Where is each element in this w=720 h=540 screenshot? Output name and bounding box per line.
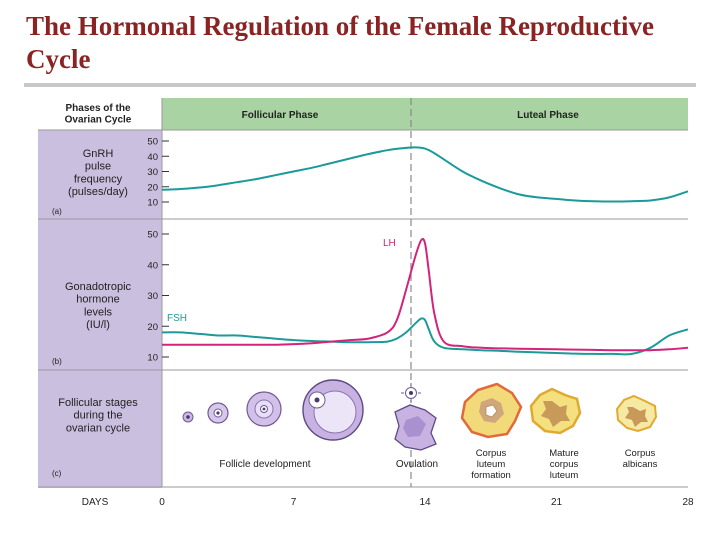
hormone-tick-label-50: 50 (147, 230, 158, 241)
hormone-tick-label-10: 10 (147, 353, 158, 364)
phase-header-band (162, 98, 688, 130)
mature-corpus-luteum-caption: Mature corpus luteum (549, 448, 579, 481)
panel-a-letter: (a) (52, 207, 62, 216)
corpus-luteum-formation-caption: Corpus luteum formation (471, 448, 511, 481)
header-label-cell (38, 98, 162, 130)
title-divider (24, 83, 696, 87)
luteal-phase-label: Luteal Phase (517, 110, 579, 121)
gnrh-tick-label-40: 40 (147, 152, 158, 163)
secondary-follicle-illustration (246, 391, 282, 427)
fsh-series-label: FSH (167, 313, 187, 324)
follicle-development-caption: Follicle development (219, 459, 310, 470)
panel-c-letter: (c) (52, 469, 62, 478)
gnrh-tick-label-20: 20 (147, 182, 158, 193)
hormone-tick-label-20: 20 (147, 322, 158, 333)
label-column-background (38, 98, 162, 488)
days-axis-label: DAYS (82, 497, 109, 508)
day-tick-label-7: 7 (291, 497, 297, 508)
lh-level-curve (162, 237, 689, 352)
day-tick-label-28: 28 (682, 497, 694, 508)
gnrh-tick-label-50: 50 (147, 137, 158, 148)
day-tick-label-0: 0 (159, 497, 165, 508)
hormone-y-axis-ticks: 50 40 30 20 10 (147, 230, 169, 364)
day-tick-label-14: 14 (419, 497, 431, 508)
hormone-tick-label-40: 40 (147, 260, 158, 271)
ovulation-illustration (394, 383, 437, 451)
mature-corpus-luteum-illustration (529, 387, 582, 435)
panel-b-letter: (b) (52, 357, 62, 366)
gnrh-tick-label-10: 10 (147, 198, 158, 209)
ovulation-caption: Ovulation (396, 459, 438, 470)
tertiary-follicle-illustration (302, 379, 364, 441)
slide-title: The Hormonal Regulation of the Female Re… (26, 11, 654, 74)
gonadotropin-panel-label: Gonadotropic hormone levels (IU/l) (65, 281, 132, 331)
day-tick-label-21: 21 (551, 497, 563, 508)
gnrh-y-axis-ticks: 50 40 30 20 10 (147, 137, 169, 209)
days-axis-ticks: 0 7 14 21 28 (159, 497, 694, 508)
fsh-level-curve (161, 317, 689, 356)
gnrh-panel-label: GnRH pulse frequency (pulses/day) (68, 148, 128, 198)
follicular-stages-label: Follicular stages during the ovarian cycle (58, 397, 138, 434)
primary-follicle-illustration (207, 402, 229, 424)
gnrh-tick-label-30: 30 (147, 167, 158, 178)
corpus-albicans-illustration (615, 394, 658, 433)
gnrh-frequency-curve (161, 146, 689, 203)
corpus-luteum-forming-illustration (460, 382, 523, 439)
lh-series-label: LH (383, 238, 396, 249)
follicular-phase-label: Follicular Phase (242, 110, 319, 121)
hormone-tick-label-30: 30 (147, 291, 158, 302)
primordial-follicle-illustration (182, 411, 194, 423)
header-phases-label: Phases of the Ovarian Cycle (65, 103, 132, 126)
corpus-albicans-caption: Corpus albicans (623, 448, 658, 470)
